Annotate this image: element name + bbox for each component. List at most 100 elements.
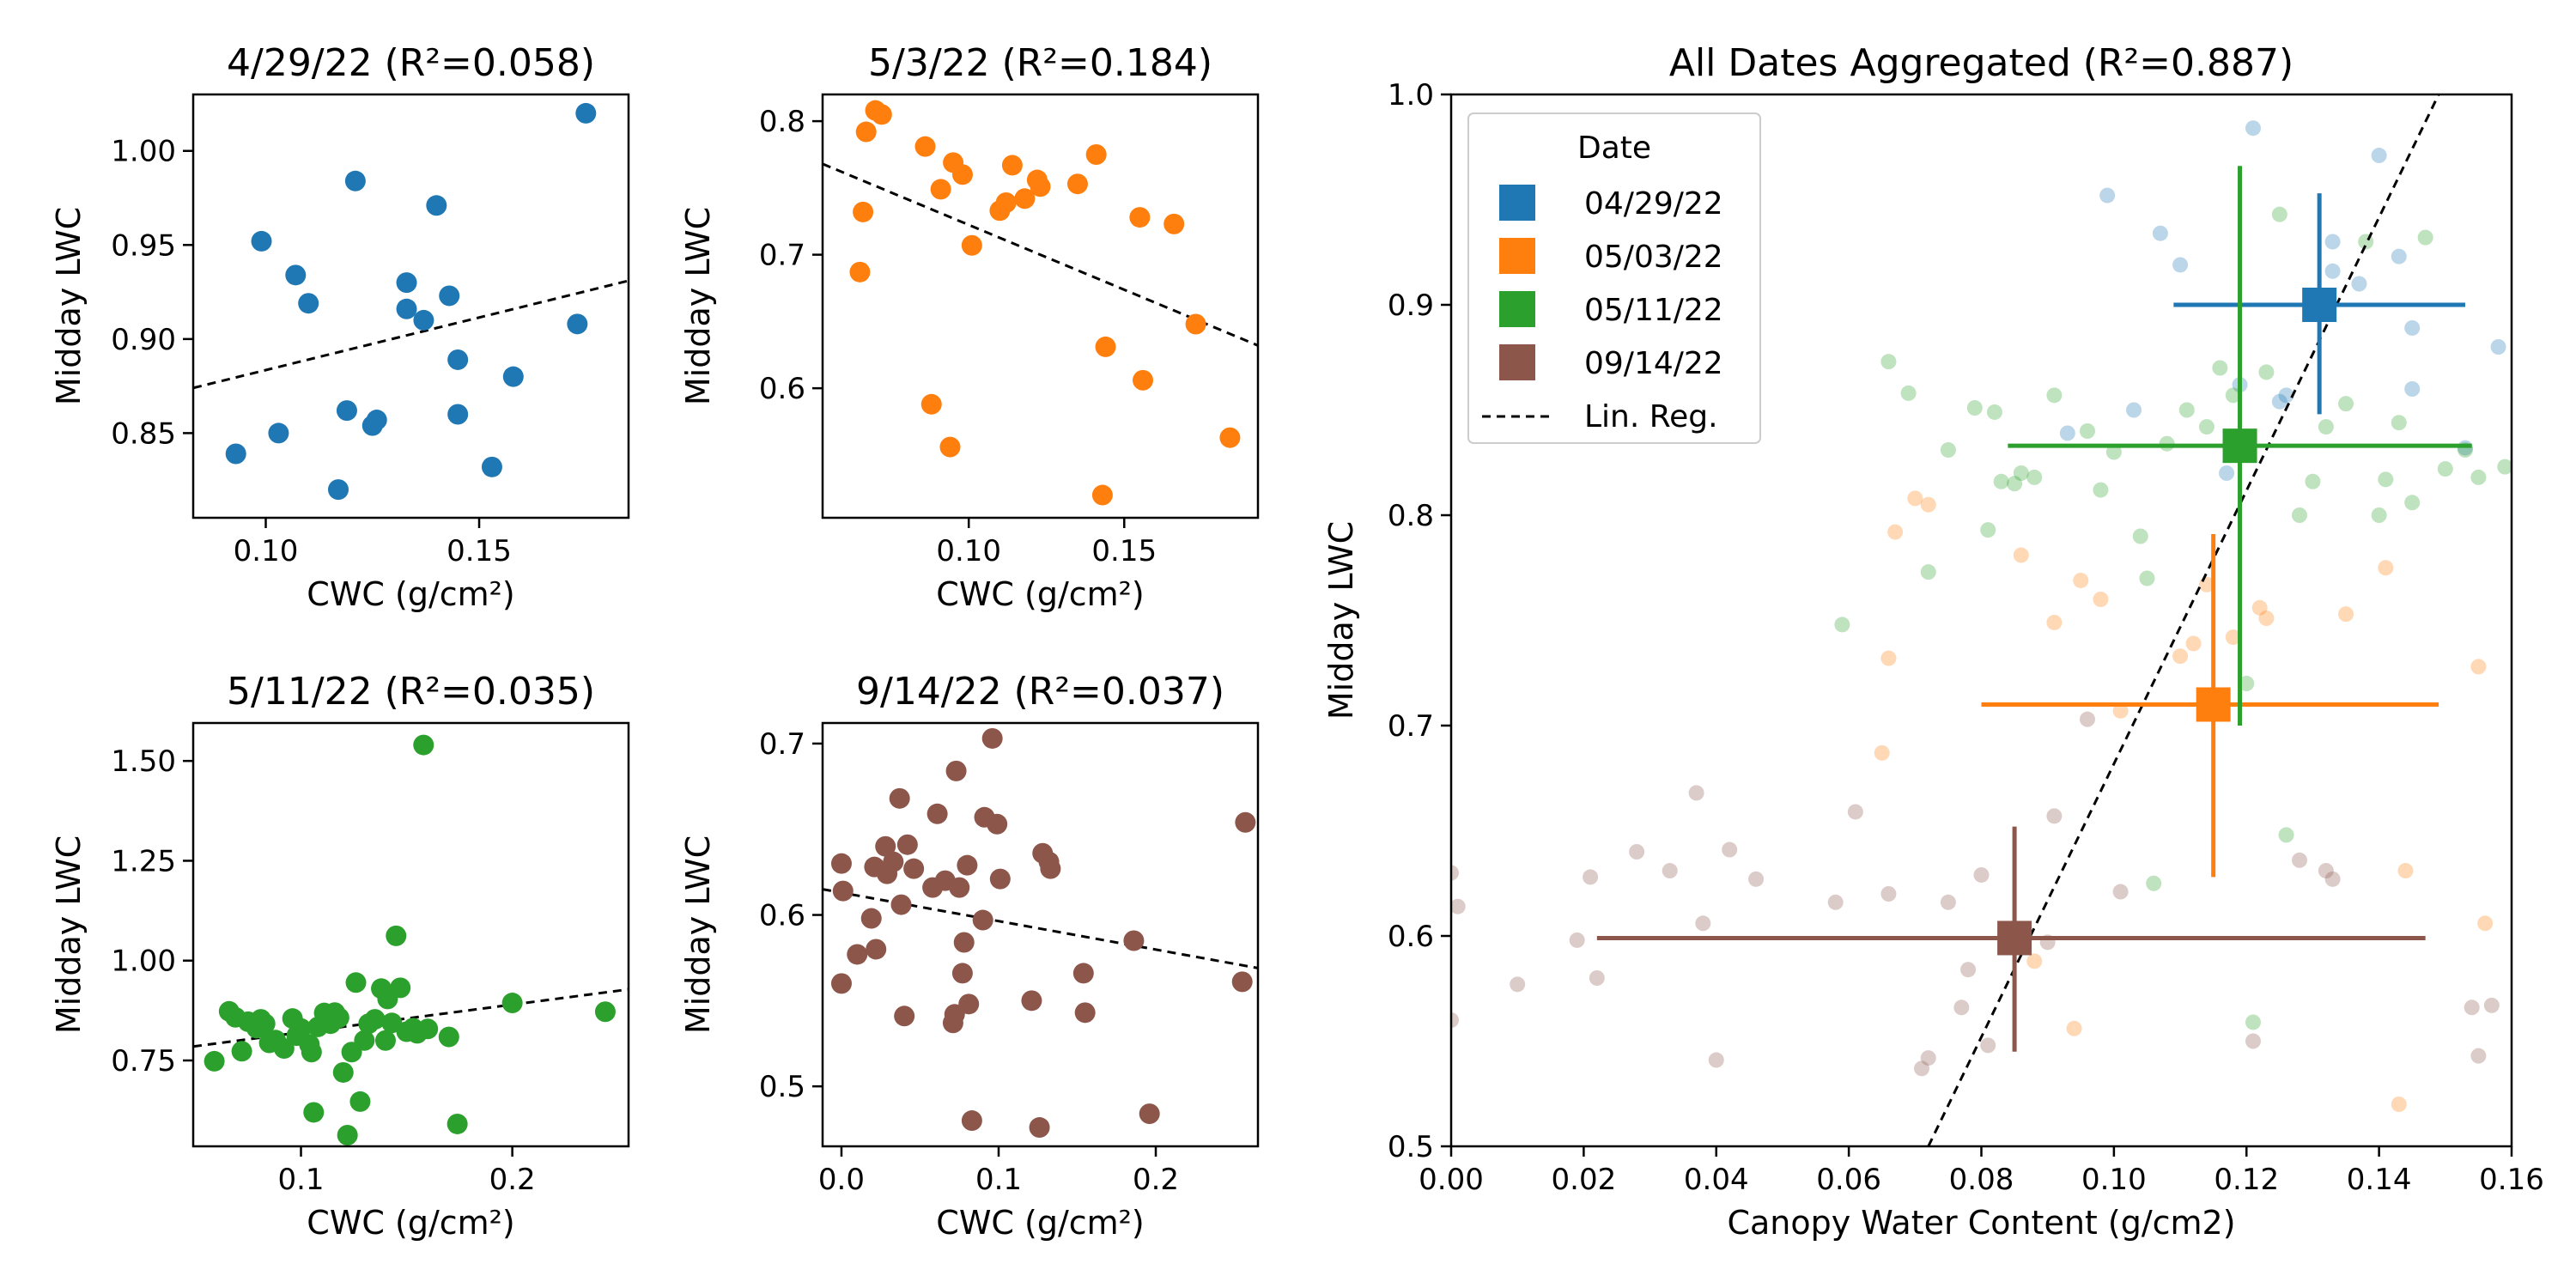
data-point	[2292, 507, 2307, 523]
data-point	[2378, 560, 2394, 576]
data-point	[1001, 155, 1023, 176]
data-point	[481, 456, 502, 477]
data-point	[944, 1004, 965, 1025]
data-point	[914, 136, 936, 157]
chart-title: 4/29/22 (R²=0.058)	[227, 41, 595, 85]
data-point	[1123, 930, 1145, 951]
data-point	[2080, 711, 2095, 727]
data-point	[567, 313, 588, 335]
data-point	[2046, 614, 2063, 630]
data-point	[396, 272, 417, 294]
data-point	[2007, 476, 2023, 492]
data-point	[2470, 659, 2487, 675]
x-axis-label: CWC (g/cm²)	[307, 1204, 514, 1242]
data-point	[254, 1013, 276, 1035]
data-point	[1569, 932, 1585, 948]
data-point	[2305, 473, 2321, 489]
data-point	[2470, 469, 2487, 485]
data-point	[301, 1042, 322, 1063]
data-point	[2178, 402, 2195, 418]
data-point	[972, 909, 993, 931]
x-tick-label: 0.0	[818, 1163, 865, 1197]
data-point	[1029, 1117, 1050, 1139]
data-point	[2318, 419, 2334, 435]
data-point	[987, 813, 1008, 835]
y-axis-label: Midday LWC	[679, 207, 717, 405]
data-point	[439, 285, 460, 307]
x-tick-label: 0.2	[1133, 1163, 1179, 1197]
y-tick-label: 0.7	[1388, 709, 1434, 744]
x-tick-label: 0.04	[1684, 1163, 1749, 1197]
data-point	[1920, 564, 1936, 580]
data-point	[2225, 629, 2241, 646]
regression-line	[1927, 94, 2440, 1146]
legend: Date 04/29/22 05/03/22 05/11/22 09/14/22 Lin.…	[1467, 112, 1761, 444]
data-point	[847, 944, 868, 965]
data-point	[2080, 423, 2095, 439]
data-point	[1219, 427, 1241, 448]
plot-area	[823, 100, 1258, 506]
x-tick-label: 0.15	[447, 534, 512, 568]
data-point	[1629, 844, 1645, 860]
regression-line	[823, 162, 1258, 347]
data-point	[328, 479, 349, 501]
y-axis-label: Midday LWC	[50, 835, 88, 1034]
data-point	[1074, 1002, 1096, 1024]
axes-frame	[821, 93, 1260, 519]
panel-1: 0.10 0.15 0.85 0.90 0.95 1.00 4/29/22 (R²=0.05…	[50, 41, 630, 613]
data-point	[345, 972, 367, 993]
data-point	[927, 803, 948, 824]
x-axis-label: Canopy Water Content (g/cm2)	[1727, 1204, 2235, 1242]
data-point	[953, 932, 975, 953]
data-point	[2338, 396, 2354, 412]
data-point	[426, 195, 447, 216]
data-point	[1014, 188, 1036, 210]
data-point	[896, 834, 918, 855]
plot-area	[193, 102, 629, 501]
legend-marker	[1499, 238, 1535, 274]
y-tick-label: 0.7	[759, 727, 805, 762]
data-point	[2093, 592, 2109, 607]
regression-line	[193, 279, 629, 390]
x-tick-label: 0.12	[2214, 1163, 2279, 1197]
y-tick-label: 0.8	[759, 105, 805, 139]
data-point	[2105, 444, 2122, 460]
data-point	[298, 293, 319, 314]
data-point	[945, 760, 967, 781]
axes-frame	[821, 721, 1260, 1148]
y-tick-label: 1.00	[111, 945, 176, 979]
data-point	[2483, 997, 2500, 1013]
data-point	[951, 963, 973, 984]
data-point	[2318, 863, 2334, 879]
data-point	[2391, 248, 2407, 264]
data-point	[1980, 522, 1996, 538]
data-point	[951, 164, 973, 185]
data-point	[2391, 415, 2407, 431]
data-point	[2278, 387, 2294, 404]
data-point	[594, 1001, 616, 1023]
data-point	[2371, 507, 2387, 523]
data-point	[1874, 744, 1890, 761]
data-point	[961, 234, 982, 256]
data-point	[860, 908, 882, 929]
data-point	[1847, 804, 1863, 820]
data-point	[2404, 495, 2421, 511]
data-point	[1966, 400, 1983, 416]
data-point	[849, 261, 871, 283]
data-point	[1834, 617, 1850, 633]
data-point	[2497, 459, 2512, 475]
y-tick-label: 0.6	[759, 372, 805, 406]
data-point	[1980, 1037, 1996, 1054]
data-point	[2066, 1020, 2082, 1036]
data-point	[1163, 213, 1185, 234]
data-point	[920, 393, 942, 415]
y-tick-label: 0.7	[759, 239, 805, 273]
y-tick-label: 0.6	[759, 899, 805, 933]
x-tick-label: 0.10	[2081, 1163, 2147, 1197]
data-point	[2324, 263, 2341, 279]
data-point	[1986, 404, 2002, 420]
data-point	[413, 734, 434, 756]
panel-2: 0.10 0.15 0.6 0.7 0.8 5/3/22 (R²=0.184) CWC (g…	[679, 41, 1260, 613]
data-point	[447, 349, 469, 370]
